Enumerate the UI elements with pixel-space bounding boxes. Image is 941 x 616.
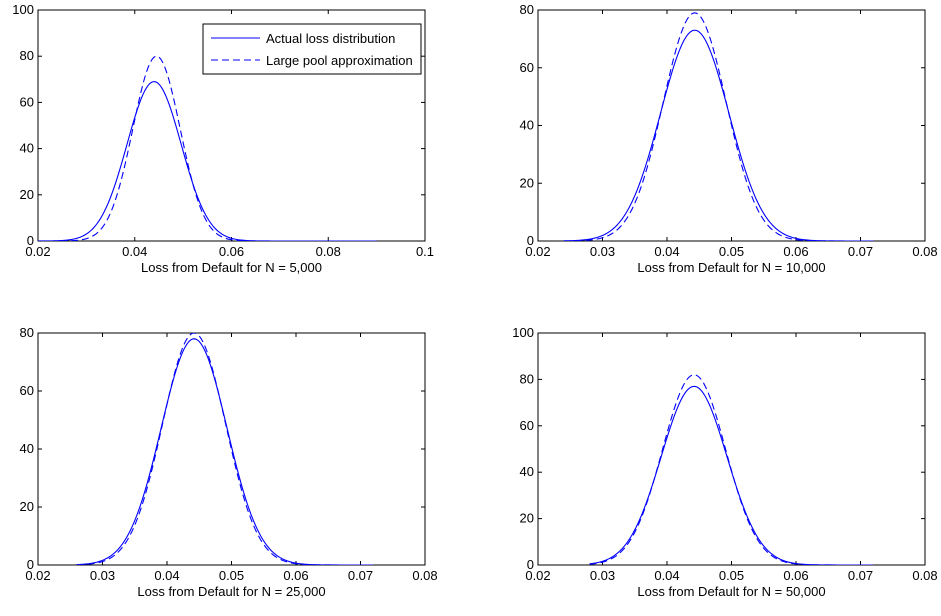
series-line-large-pool-approximation [563, 12, 874, 241]
legend-entry: Actual loss distribution [266, 31, 395, 46]
series-line-large-pool-approximation [76, 333, 374, 565]
x-tick-label: 0.08 [912, 244, 937, 259]
chart-panel-2: 0.02 0.03 0.04 0.05 0.06 0.07 0.08 0 20 40 60 80 Los… [520, 2, 938, 275]
y-tick-label: 100 [512, 325, 534, 340]
series-line-actual-loss-distribution [589, 385, 874, 565]
x-tick-label: 0.05 [719, 568, 744, 583]
y-tick-label: 20 [20, 187, 34, 202]
y-tick-label: 0 [27, 233, 34, 248]
y-tick-label: 60 [20, 383, 34, 398]
x-tick-label: 0.04 [654, 568, 679, 583]
x-tick-label: 0.02 [25, 244, 50, 259]
y-tick-label: 40 [20, 441, 34, 456]
legend-entry: Large pool approximation [266, 53, 413, 68]
x-tick-label: 0.08 [316, 244, 341, 259]
x-tick-label: 0.04 [122, 244, 147, 259]
chart-panel-1: 0.02 0.04 0.06 0.08 0.1 0 20 40 60 80 100 Loss from… [12, 2, 434, 275]
y-tick-label: 40 [520, 464, 534, 479]
y-tick-label: 80 [20, 325, 34, 340]
series-line-actual-loss-distribution [563, 29, 874, 241]
x-tick-label: 0.03 [590, 244, 615, 259]
x-tick-label: 0.04 [154, 568, 179, 583]
x-tick-label: 0.06 [219, 244, 244, 259]
y-tick-label: 40 [520, 118, 534, 133]
x-tick-label: 0.02 [525, 568, 550, 583]
x-tick-label: 0.08 [912, 568, 937, 583]
y-tick-label: 60 [520, 60, 534, 75]
x-tick-label: 0.07 [348, 568, 373, 583]
x-axis-label: Loss from Default for N = 10,000 [637, 260, 825, 275]
x-tick-label: 0.05 [719, 244, 744, 259]
x-axis-label: Loss from Default for N = 50,000 [637, 584, 825, 599]
y-tick-label: 0 [527, 557, 534, 572]
y-tick-label: 20 [520, 511, 534, 526]
x-tick-label: 0.06 [283, 568, 308, 583]
x-tick-label: 0.04 [654, 244, 679, 259]
plot-frame [537, 332, 926, 566]
y-tick-label: 0 [27, 557, 34, 572]
plot-frame [37, 332, 426, 566]
x-tick-label: 0.08 [412, 568, 437, 583]
y-tick-label: 0 [527, 233, 534, 248]
y-tick-label: 80 [20, 48, 34, 63]
y-tick-label: 60 [20, 94, 34, 109]
series-line-large-pool-approximation [589, 374, 874, 565]
series-line-large-pool-approximation [38, 55, 377, 241]
y-tick-label: 40 [20, 141, 34, 156]
legend-box [202, 23, 422, 75]
y-tick-label: 20 [520, 175, 534, 190]
x-tick-label: 0.02 [525, 244, 550, 259]
y-tick-label: 100 [12, 2, 34, 17]
x-tick-label: 0.06 [783, 244, 808, 259]
y-tick-label: 20 [20, 499, 34, 514]
x-tick-label: 0.05 [219, 568, 244, 583]
chart-panel-3: 0.02 0.03 0.04 0.05 0.06 0.07 0.08 0 20 40 60 80 Los… [20, 325, 438, 599]
x-axis-label: Loss from Default for N = 25,000 [137, 584, 325, 599]
chart-panel-4: 0.02 0.03 0.04 0.05 0.06 0.07 0.08 0 20 40 60 80 100… [512, 325, 937, 599]
series-line-actual-loss-distribution [38, 81, 377, 241]
legend: Actual loss distribution Large pool appro… [202, 23, 422, 75]
x-axis-label: Loss from Default for N = 5,000 [141, 260, 322, 275]
x-tick-label: 0.1 [416, 244, 434, 259]
x-tick-label: 0.02 [25, 568, 50, 583]
x-tick-label: 0.07 [848, 244, 873, 259]
y-tick-label: 80 [520, 371, 534, 386]
y-tick-label: 60 [520, 418, 534, 433]
x-tick-label: 0.06 [783, 568, 808, 583]
x-tick-label: 0.03 [90, 568, 115, 583]
y-tick-label: 80 [520, 2, 534, 17]
series-line-actual-loss-distribution [76, 338, 374, 565]
x-tick-label: 0.07 [848, 568, 873, 583]
x-tick-label: 0.03 [590, 568, 615, 583]
